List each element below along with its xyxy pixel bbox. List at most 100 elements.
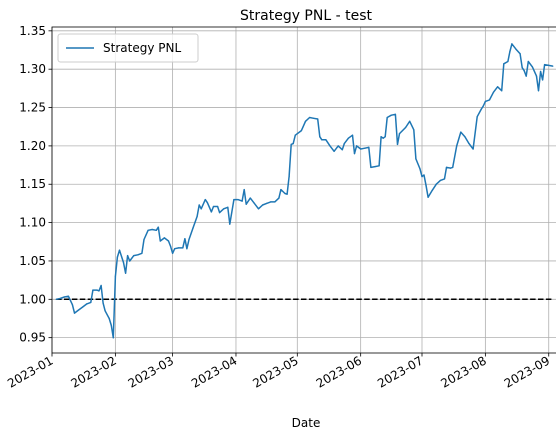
data-point	[229, 223, 231, 225]
data-point	[112, 337, 114, 339]
data-point	[210, 211, 212, 213]
data-point	[519, 53, 521, 55]
chart-title: Strategy PNL - test	[240, 8, 372, 24]
data-point	[509, 50, 511, 53]
data-point	[425, 185, 427, 187]
data-point	[460, 131, 462, 133]
data-point	[147, 229, 149, 231]
x-tick-label: 2023-03	[126, 353, 176, 390]
data-point	[170, 245, 172, 247]
data-point	[368, 146, 370, 148]
data-point	[456, 145, 458, 147]
data-point	[405, 126, 407, 129]
data-point	[304, 120, 307, 122]
plot-frame	[51, 26, 556, 354]
data-point	[384, 136, 386, 138]
data-point	[151, 228, 153, 231]
x-tick-label: 2023-08	[438, 353, 488, 390]
data-point	[200, 208, 202, 210]
data-point	[253, 202, 255, 204]
data-point	[343, 143, 345, 145]
x-axis-label: Date	[292, 416, 321, 430]
data-point	[100, 284, 102, 287]
data-point	[431, 189, 433, 191]
data-point	[435, 183, 437, 185]
data-point	[382, 137, 384, 139]
data-point	[415, 158, 417, 160]
data-point	[167, 240, 170, 242]
data-point	[527, 60, 529, 63]
data-point	[227, 206, 229, 208]
data-point	[511, 43, 513, 45]
data-point	[290, 143, 292, 145]
data-point	[409, 120, 411, 122]
data-point	[133, 255, 135, 257]
data-point	[78, 309, 80, 311]
data-point	[233, 199, 235, 201]
data-point	[394, 113, 396, 115]
x-tick-label: 2023-04	[189, 353, 239, 390]
data-point	[182, 247, 184, 249]
data-point	[122, 261, 125, 264]
grid-lines	[51, 27, 556, 353]
data-point	[501, 90, 503, 92]
y-tick-label: 1.00	[19, 292, 46, 306]
x-tick-label: 2023-01	[5, 353, 55, 390]
data-point	[419, 168, 421, 170]
data-point	[544, 64, 546, 66]
data-point	[476, 116, 478, 118]
y-tick-label: 1.15	[19, 177, 46, 191]
data-point	[266, 202, 268, 204]
y-tick-label: 1.10	[19, 216, 46, 230]
data-point	[427, 196, 429, 198]
data-point	[163, 237, 165, 239]
data-point	[445, 166, 448, 168]
data-point	[374, 166, 376, 168]
data-point	[86, 303, 88, 305]
x-tick-label: 2023-07	[375, 353, 425, 390]
data-point	[174, 248, 176, 250]
data-point	[356, 145, 358, 147]
data-point	[329, 145, 331, 147]
data-point	[423, 174, 425, 176]
data-point	[515, 48, 517, 50]
data-point	[212, 205, 215, 208]
y-tick-label: 1.25	[19, 101, 46, 115]
data-point	[55, 298, 57, 300]
data-point	[114, 275, 116, 277]
data-point	[188, 238, 190, 241]
data-point	[396, 143, 399, 145]
data-point	[143, 238, 145, 241]
data-point	[219, 212, 221, 214]
data-point	[347, 137, 349, 139]
data-point	[503, 63, 505, 65]
data-point	[141, 252, 143, 254]
plot-series	[55, 43, 554, 339]
data-point	[198, 204, 200, 206]
data-point	[390, 114, 392, 116]
data-point	[443, 178, 446, 180]
data-point	[204, 199, 206, 201]
data-point	[380, 136, 382, 138]
data-point	[59, 297, 61, 300]
y-tick-label: 1.05	[19, 254, 46, 268]
data-point	[63, 296, 65, 298]
data-point	[196, 215, 198, 218]
data-point	[548, 64, 550, 66]
legend: Strategy PNL	[57, 33, 199, 63]
data-point	[540, 70, 542, 73]
x-tick-label: 2023-02	[68, 353, 118, 390]
data-point	[192, 227, 194, 229]
data-point	[217, 205, 219, 208]
data-point	[116, 256, 118, 258]
data-point	[96, 289, 98, 291]
data-point	[337, 145, 339, 147]
data-point	[535, 75, 538, 77]
data-point	[398, 133, 401, 135]
data-point	[378, 165, 380, 167]
series-line-strategy-pnl	[55, 43, 553, 339]
data-point	[118, 249, 121, 251]
data-point	[90, 301, 92, 303]
data-point	[364, 147, 366, 149]
